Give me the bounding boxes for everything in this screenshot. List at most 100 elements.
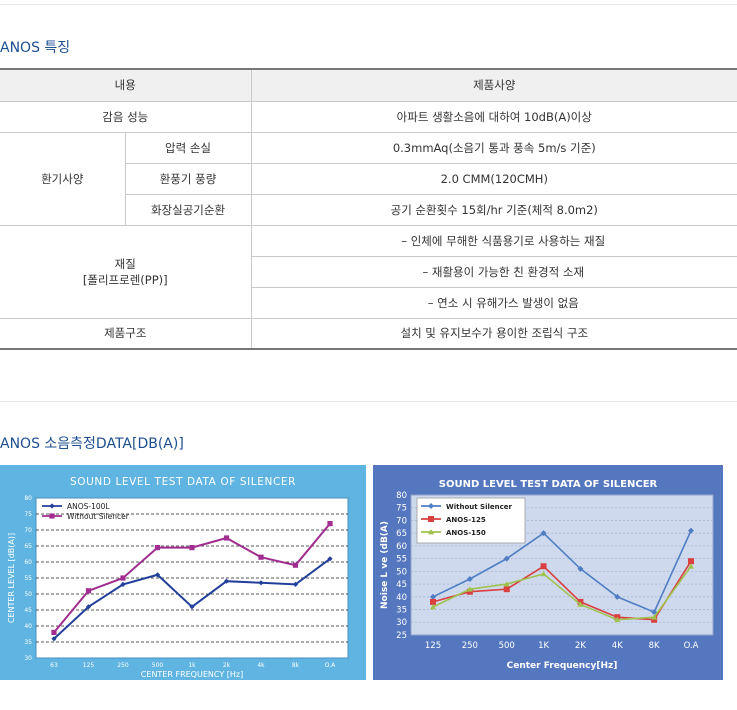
x-tick-label: 500 — [152, 662, 164, 669]
data-point — [327, 556, 333, 562]
y-tick-label: 60 — [24, 559, 32, 566]
data-point — [120, 575, 126, 581]
chart-title: SOUND LEVEL TEST DATA OF SILENCER — [70, 476, 296, 488]
row-label-vent: 환기사양 — [0, 131, 126, 226]
y-tick-label: 35 — [396, 606, 407, 616]
x-tick-label: O.A — [684, 641, 699, 651]
data-point — [651, 616, 658, 623]
row-value-structure: 설치 및 유지보수가 용이한 조립식 구조 — [250, 317, 737, 350]
data-point — [688, 563, 694, 569]
header-content: 내용 — [0, 68, 252, 102]
data-point — [428, 516, 434, 522]
data-point — [540, 570, 547, 577]
data-point — [430, 598, 436, 605]
data-point — [651, 609, 658, 616]
sub-label: 환풍기 풍량 — [124, 162, 252, 195]
y-tick-label: 80 — [24, 495, 32, 502]
x-tick-label: 4K — [612, 641, 623, 651]
y-tick-label: 40 — [396, 593, 407, 603]
y-tick-label: 45 — [24, 607, 32, 614]
x-tick-label: 2K — [575, 641, 586, 651]
data-point — [428, 503, 434, 509]
data-point — [223, 535, 230, 541]
section-divider — [0, 401, 737, 402]
data-point — [189, 604, 195, 610]
data-point — [51, 629, 57, 635]
data-point — [577, 565, 584, 572]
x-tick-label: 1K — [538, 641, 549, 651]
x-tick-label: 8K — [649, 641, 660, 651]
series-line — [432, 565, 692, 621]
material-label-line1: 재질 — [114, 256, 136, 271]
data-point — [503, 586, 510, 593]
data-point — [85, 588, 92, 594]
series-anos-150 — [430, 563, 694, 623]
sub-label: 압력 손실 — [124, 131, 252, 164]
y-tick-label: 30 — [396, 618, 407, 628]
y-axis: 30 35 40 45 50 55 60 65 70 75 80 — [24, 495, 348, 662]
series-line — [432, 530, 692, 614]
chart-title: SOUND LEVEL TEST DATA OF SILENCER — [439, 479, 658, 490]
data-point — [258, 580, 264, 586]
data-point — [466, 588, 473, 595]
data-point — [540, 563, 547, 570]
row-label-structure: 제품구조 — [0, 317, 252, 350]
x-tick-label: 125 — [83, 662, 95, 669]
data-point — [430, 593, 436, 600]
top-divider — [0, 4, 737, 5]
section-title-noise-data: ANOS 소음측정DATA[DB(A)] — [0, 436, 184, 452]
data-point — [327, 521, 333, 527]
y-tick-label: 65 — [396, 529, 407, 539]
row-label-sound: 감음 성능 — [0, 100, 252, 133]
x-tick-label: 500 — [499, 641, 515, 651]
y-tick-label: 45 — [396, 580, 407, 590]
table-row: 감음 성능 아파트 생활소음에 대하여 10dB(A)이상 — [0, 100, 737, 133]
y-tick-label: 30 — [24, 655, 32, 662]
row-label-material: 재질 [폴리프로렌(PP)] — [0, 224, 252, 319]
sub-value: 2.0 CMM(120CMH) — [250, 162, 737, 195]
data-point — [430, 604, 436, 610]
table-row: – 재활용이 가능한 친 환경적 소재 — [0, 255, 737, 288]
y-tick-label: 35 — [24, 639, 32, 646]
y-tick-label: 55 — [24, 575, 32, 582]
y-tick-label: 60 — [396, 542, 407, 552]
data-point — [466, 586, 473, 592]
data-point — [154, 545, 161, 551]
data-point — [466, 576, 473, 582]
legend-label: Without Silencer — [67, 512, 130, 521]
y-tick-label: 50 — [396, 567, 407, 577]
x-tick-label: 250 — [462, 641, 478, 651]
x-tick-label: 250 — [117, 662, 129, 669]
table-row: 재질 [폴리프로렌(PP)] – 인체에 무해한 식품용기로 사용하는 재질 — [0, 224, 737, 319]
x-tick-label: O.A — [325, 662, 336, 669]
series-without-silencer — [430, 527, 694, 616]
legend-label: ANOS-100L — [67, 502, 110, 511]
data-point — [223, 578, 230, 584]
legend-label: ANOS-150 — [446, 529, 486, 537]
spec-table: 내용 제품사양 감음 성능 아파트 생활소음에 대하여 10dB(A)이상 환기… — [0, 68, 737, 350]
y-tick-label: 50 — [24, 591, 32, 598]
y-tick-label: 25 — [396, 631, 407, 641]
data-point — [292, 562, 299, 568]
data-point — [503, 581, 510, 587]
data-point — [49, 503, 55, 509]
data-point — [688, 527, 694, 534]
data-point — [189, 545, 195, 551]
y-axis: 25 30 35 40 45 50 55 60 65 70 75 80 — [396, 491, 713, 641]
table-row: 환기사양 압력 손실 0.3mmAq(소음기 통과 풍속 5m/s 기준) — [0, 131, 737, 226]
data-point — [428, 529, 434, 535]
x-axis: 63 125 250 500 1k 2k 4k 8k O.A — [50, 662, 336, 669]
y-tick-label: 70 — [396, 516, 407, 526]
header-spec: 제품사양 — [250, 68, 737, 102]
data-point — [614, 593, 621, 600]
chart2-svg: SOUND LEVEL TEST DATA OF SILENCER 25 30 35 4… — [380, 479, 714, 671]
series-line — [432, 560, 692, 621]
data-point — [258, 554, 264, 560]
x-tick-label: 125 — [425, 641, 441, 651]
table-row: 제품구조 설치 및 유지보수가 용이한 조립식 구조 — [0, 317, 737, 350]
data-point — [503, 555, 510, 562]
y-tick-label: 55 — [396, 555, 407, 565]
data-point — [688, 558, 694, 565]
spec-table-header: 내용 제품사양 — [0, 68, 737, 102]
